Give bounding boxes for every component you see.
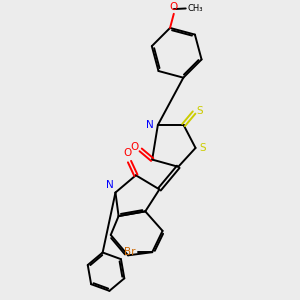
Text: O: O xyxy=(170,2,178,12)
Text: CH₃: CH₃ xyxy=(187,4,203,13)
Text: S: S xyxy=(196,106,203,116)
Text: N: N xyxy=(106,180,113,190)
Text: O: O xyxy=(124,148,132,158)
Text: N: N xyxy=(146,120,154,130)
Text: Br: Br xyxy=(124,247,136,257)
Text: O: O xyxy=(130,142,138,152)
Text: S: S xyxy=(199,143,206,153)
